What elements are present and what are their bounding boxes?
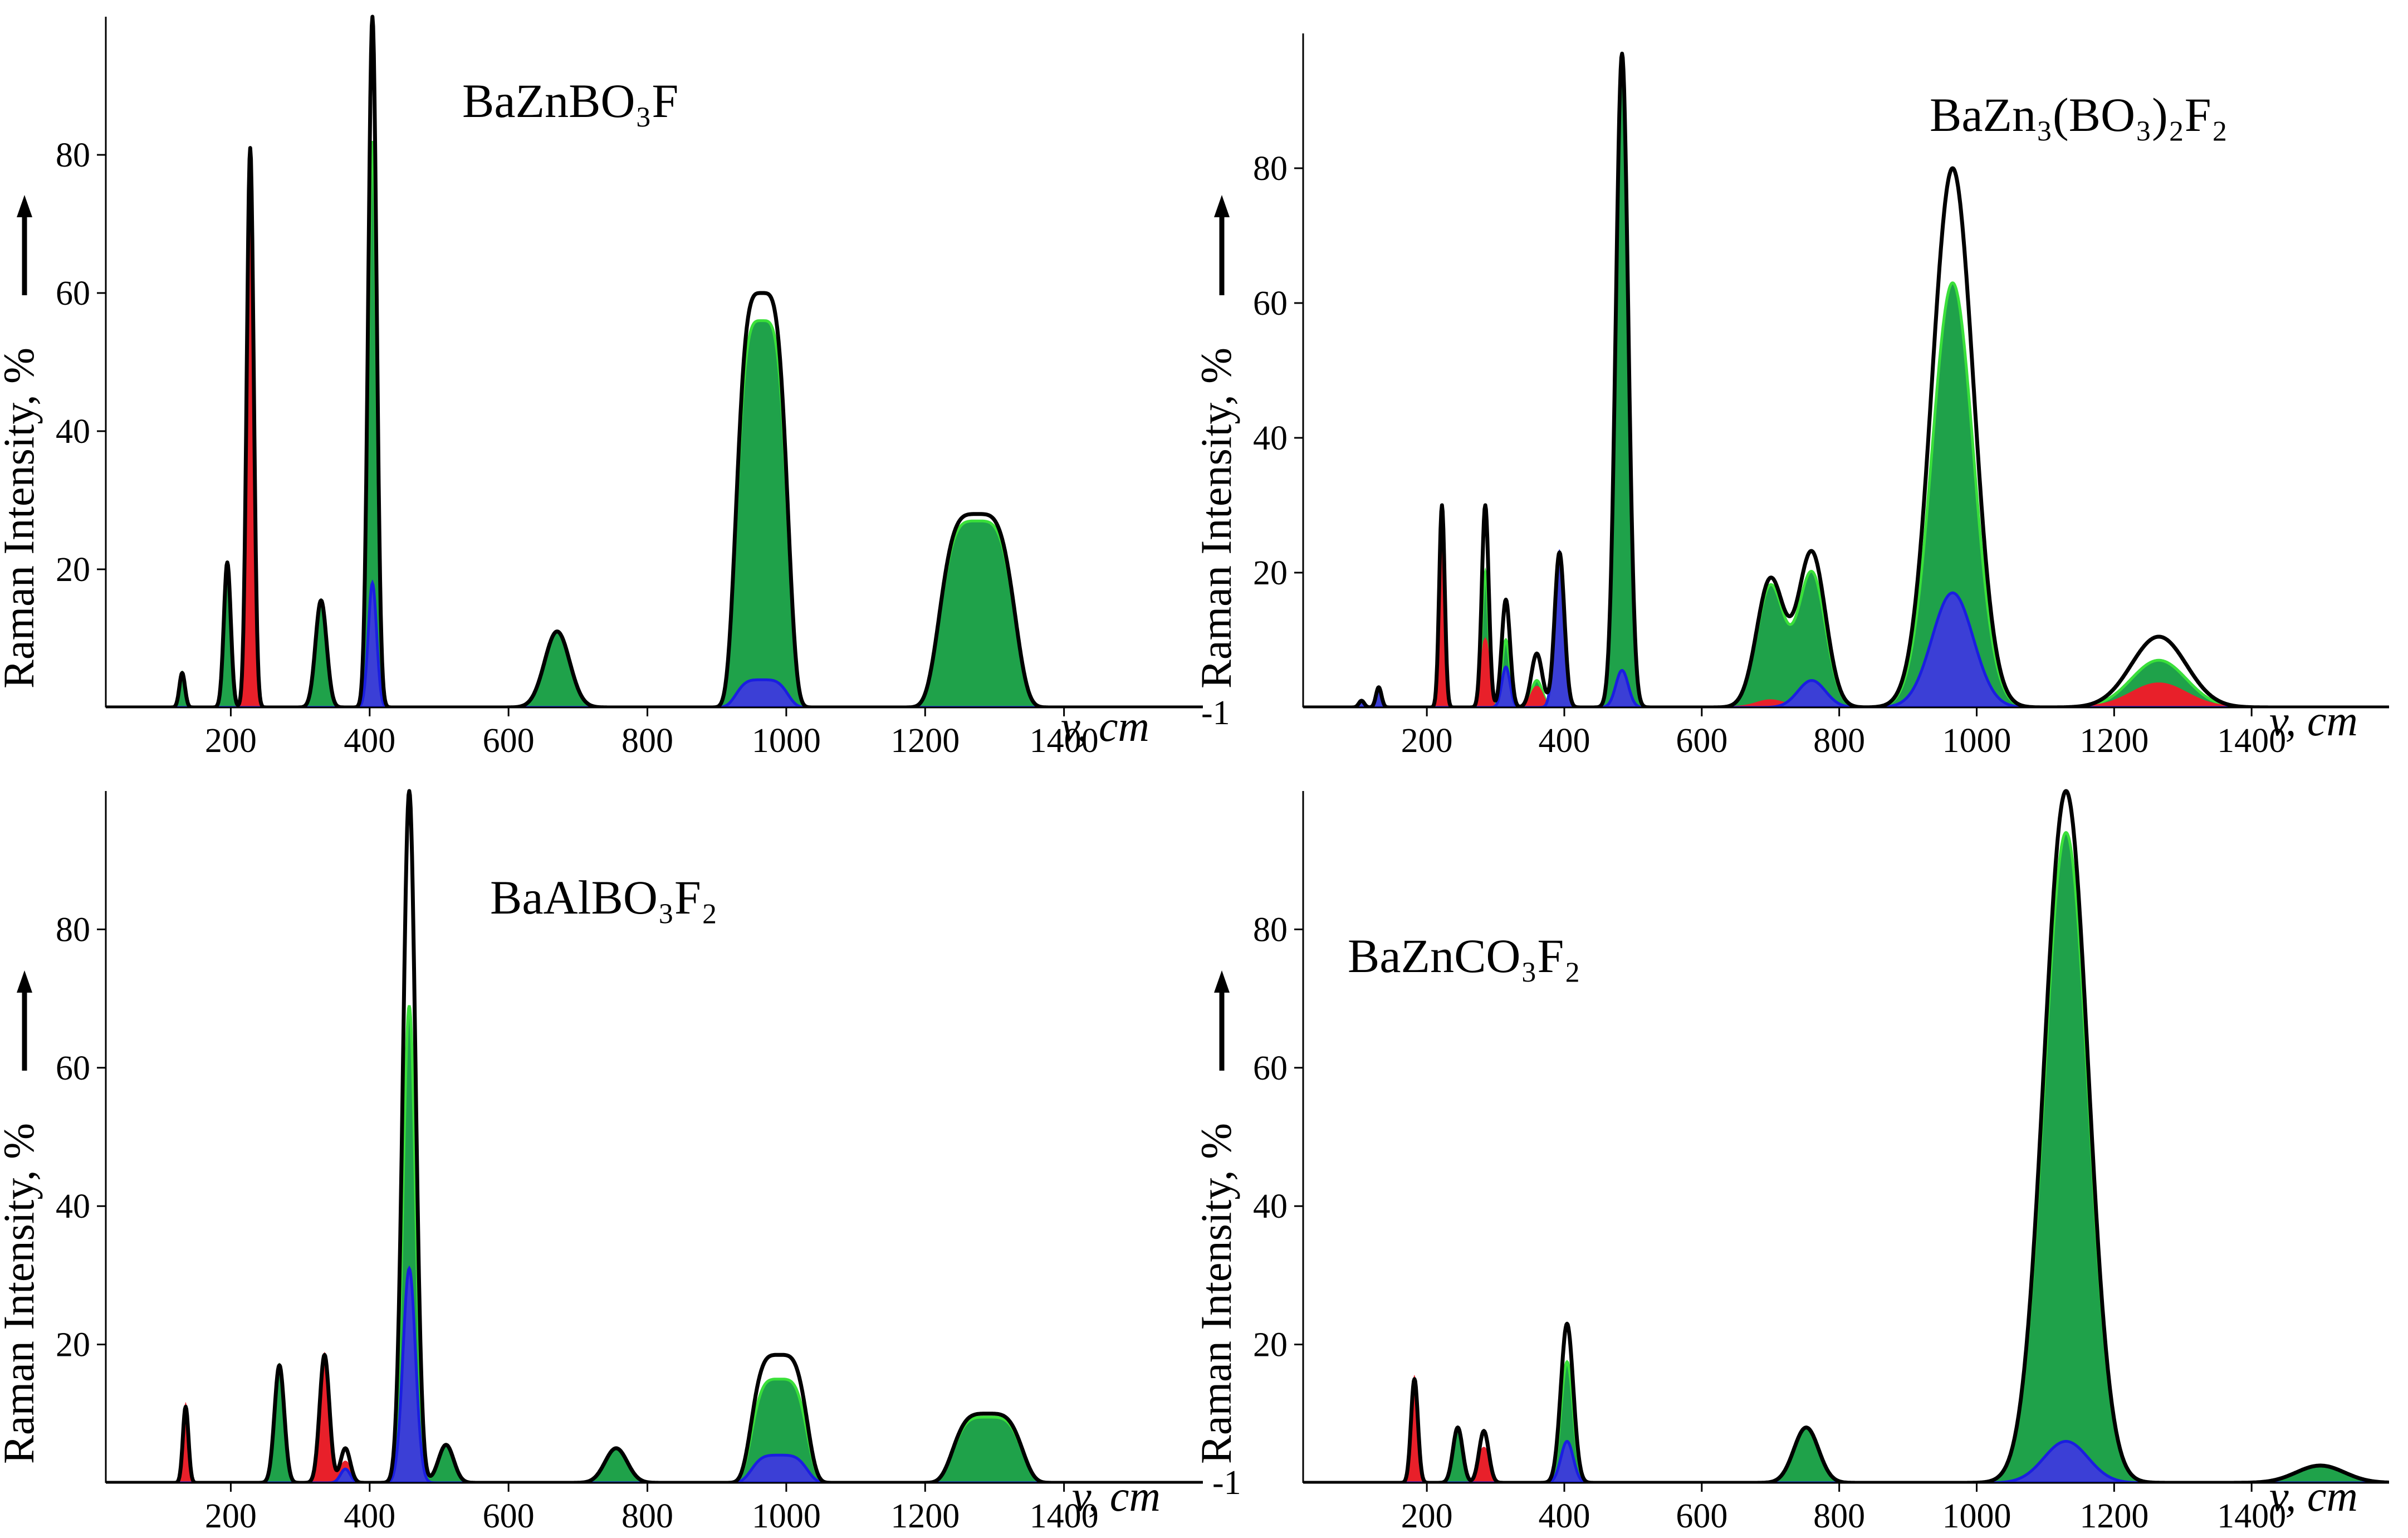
chart-panel-bottom-left: 200 400 600 800 1000 1200 1400 20 40 60 80 Raman In… bbox=[0, 789, 1241, 1535]
blue-component-area bbox=[1303, 1439, 2389, 1483]
x-tick-label: 1200 bbox=[890, 1497, 960, 1535]
total-spectrum-line bbox=[106, 14, 1203, 707]
y-tick-label: 60 bbox=[56, 1049, 90, 1087]
green-component-area bbox=[106, 1005, 1203, 1483]
x-tick-label: 200 bbox=[1401, 1497, 1453, 1535]
x-tick-label: 800 bbox=[621, 722, 673, 760]
chart-title: BaZn₃(BO₃)₂F₂ bbox=[1930, 88, 2228, 141]
x-axis-label: v, cm bbox=[1061, 702, 1149, 750]
green-component-area bbox=[1303, 60, 2389, 707]
x-tick-label: 200 bbox=[205, 1497, 257, 1535]
y-axis-label: Raman Intensity, % bbox=[0, 348, 43, 689]
arrow-head-icon bbox=[17, 970, 32, 993]
x-tick-label: 800 bbox=[621, 1497, 673, 1535]
x-tick-label: 400 bbox=[344, 722, 395, 760]
x-tick-label: 1000 bbox=[1942, 722, 2011, 760]
y-tick-label: 40 bbox=[1253, 1188, 1288, 1225]
x-tick-label: 1200 bbox=[2079, 722, 2148, 760]
y-tick-label: 20 bbox=[56, 551, 90, 589]
x-tick-label: 400 bbox=[344, 1497, 395, 1535]
peaks-layer bbox=[1303, 789, 2389, 1483]
y-tick-label: 80 bbox=[1253, 150, 1288, 188]
x-tick-label: 1000 bbox=[752, 722, 821, 760]
chart-panel-top-left: 200 400 600 800 1000 1200 1400 20 40 60 80 Raman In… bbox=[0, 14, 1230, 760]
red-component-area bbox=[1303, 1374, 2389, 1483]
peaks-layer bbox=[1303, 51, 2389, 707]
x-tick-label: 800 bbox=[1813, 1497, 1865, 1535]
y-tick-label: 60 bbox=[56, 275, 90, 313]
x-tick-label: 1200 bbox=[2079, 1497, 2148, 1535]
x-axis-label: v, cm bbox=[1072, 1472, 1161, 1520]
x-tick-label: 1400 bbox=[2217, 722, 2286, 760]
chart-title: BaZnBO₃F bbox=[462, 74, 678, 128]
x-tick-label: 600 bbox=[483, 722, 535, 760]
green-component-area bbox=[106, 140, 1203, 707]
blue-component-area bbox=[106, 579, 1203, 707]
x-axis-label: v, cm bbox=[2269, 696, 2358, 745]
x-axis-label-superscript: -1 bbox=[1201, 694, 1230, 732]
y-tick-label: 20 bbox=[1253, 1326, 1288, 1364]
x-tick-label: 1400 bbox=[2217, 1497, 2286, 1535]
y-tick-label: 60 bbox=[1253, 1049, 1288, 1087]
x-tick-label: 1400 bbox=[1030, 1497, 1099, 1535]
x-tick-label: 200 bbox=[205, 722, 257, 760]
red-component-area bbox=[106, 148, 1203, 707]
total-spectrum-line bbox=[1303, 789, 2389, 1483]
y-axis-label: Raman Intensity, % bbox=[1192, 348, 1240, 689]
y-tick-label: 80 bbox=[56, 911, 90, 949]
arrow-head-icon bbox=[1214, 195, 1230, 217]
x-tick-label: 600 bbox=[1676, 722, 1727, 760]
blue-component-area bbox=[1303, 549, 2389, 707]
x-tick-label: 600 bbox=[483, 1497, 535, 1535]
chart-panel-bottom-right: 200 400 600 800 1000 1200 1400 20 40 60 80 Raman In… bbox=[1192, 789, 2389, 1535]
y-axis-label: Raman Intensity, % bbox=[0, 1123, 43, 1464]
y-tick-label: 80 bbox=[56, 136, 90, 174]
red-component-area bbox=[106, 1351, 1203, 1483]
y-tick-label: 40 bbox=[56, 1188, 90, 1225]
x-tick-label: 1000 bbox=[752, 1497, 821, 1535]
x-tick-label: 800 bbox=[1813, 722, 1865, 760]
red-component-area bbox=[1303, 545, 2389, 707]
x-tick-label: 1400 bbox=[1030, 722, 1099, 760]
chart-title: BaZnCO₃F₂ bbox=[1348, 929, 1580, 983]
x-tick-label: 1200 bbox=[890, 722, 960, 760]
x-tick-label: 400 bbox=[1538, 1497, 1590, 1535]
y-tick-label: 20 bbox=[56, 1326, 90, 1364]
peaks-layer bbox=[106, 14, 1203, 707]
arrow-head-icon bbox=[17, 195, 32, 217]
x-tick-label: 600 bbox=[1676, 1497, 1727, 1535]
y-tick-label: 60 bbox=[1253, 285, 1288, 323]
y-tick-label: 20 bbox=[1253, 554, 1288, 592]
y-tick-label: 80 bbox=[1253, 911, 1288, 949]
x-tick-label: 200 bbox=[1401, 722, 1453, 760]
y-tick-label: 40 bbox=[56, 413, 90, 451]
x-tick-label: 1000 bbox=[1942, 1497, 2011, 1535]
x-axis-label-superscript: -1 bbox=[1212, 1464, 1241, 1502]
x-axis-label: v, cm bbox=[2269, 1472, 2358, 1520]
y-axis-label: Raman Intensity, % bbox=[1192, 1123, 1240, 1464]
chart-panel-top-right: 200 400 600 800 1000 1200 1400 20 40 60 80 Raman In… bbox=[1192, 33, 2389, 760]
chart-title: BaAlBO₃F₂ bbox=[490, 871, 718, 924]
arrow-head-icon bbox=[1214, 970, 1230, 993]
x-tick-label: 400 bbox=[1538, 722, 1590, 760]
y-tick-label: 40 bbox=[1253, 419, 1288, 457]
total-spectrum-line bbox=[1303, 51, 2389, 707]
